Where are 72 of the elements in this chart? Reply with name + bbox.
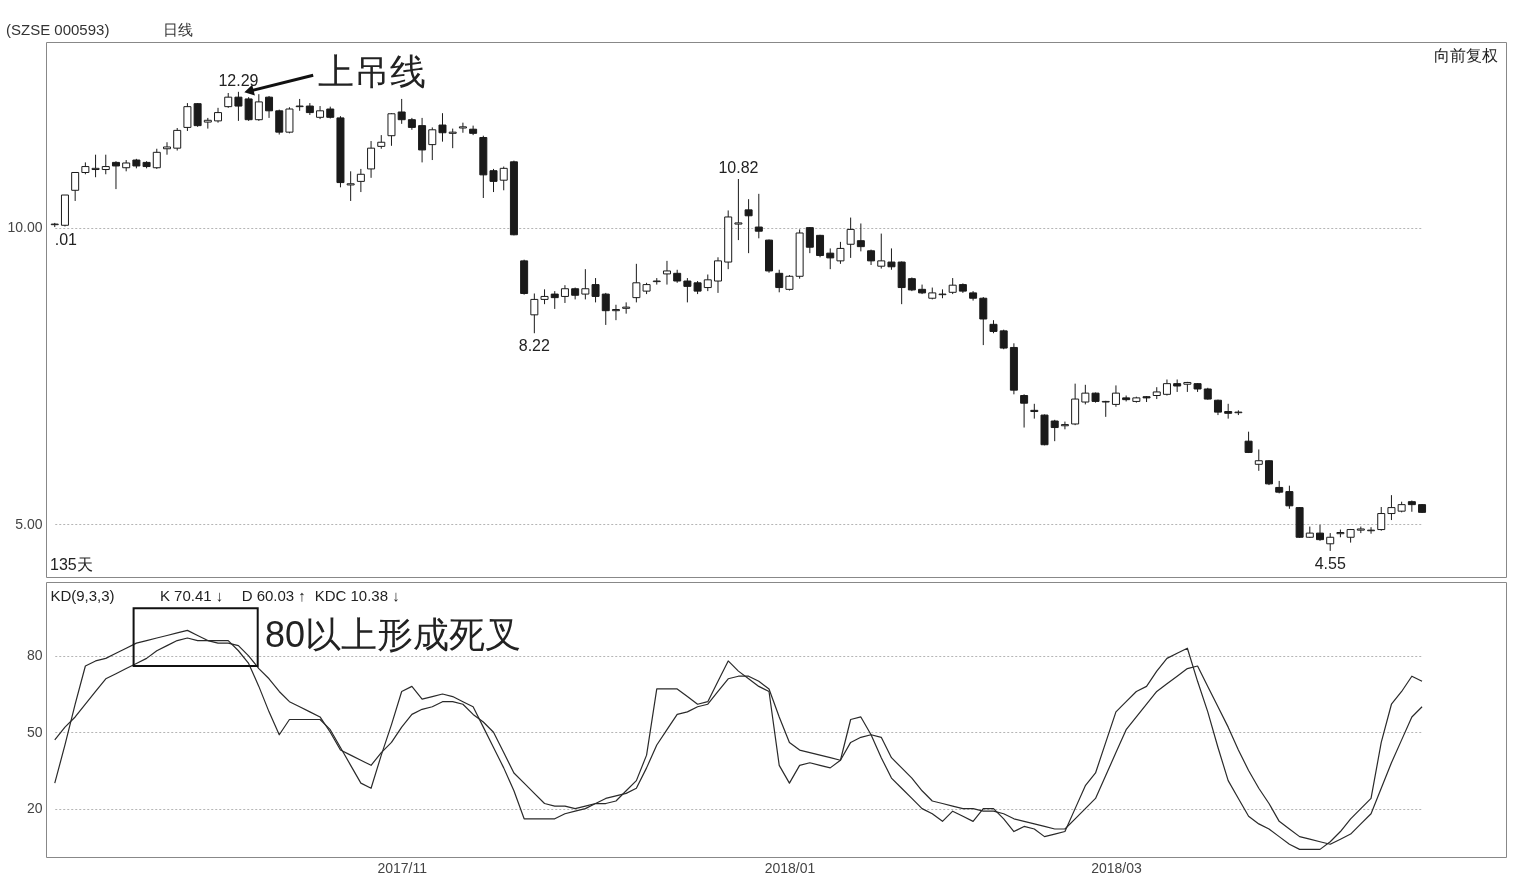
chart-title: (SZSE 000593) xyxy=(6,21,110,38)
candlestick xyxy=(856,223,865,252)
y-tick-label: 5.00 xyxy=(15,515,43,532)
candlestick xyxy=(530,292,539,334)
annotation: 4.55 xyxy=(1314,554,1346,572)
annotation: KDC 10.38 ↓ xyxy=(314,587,400,604)
candlestick xyxy=(489,168,498,193)
candlestick xyxy=(1265,459,1273,486)
candlestick xyxy=(367,140,376,179)
candlestick xyxy=(836,241,845,265)
candlestick xyxy=(438,112,447,143)
text: 向前复权 xyxy=(1434,47,1498,64)
candlestick xyxy=(1254,448,1263,472)
annotation: 上吊线 xyxy=(317,51,426,93)
candlestick xyxy=(397,98,406,125)
candlestick xyxy=(101,154,110,175)
candlestick xyxy=(744,198,753,254)
candlestick xyxy=(601,292,610,326)
y-tick-label: 10.00 xyxy=(7,219,43,236)
candlestick xyxy=(734,178,743,241)
candlestick xyxy=(1367,526,1376,535)
candlestick xyxy=(775,269,784,293)
x-tick-label: 2017/11 xyxy=(377,859,428,876)
annotation: 135天 xyxy=(50,556,93,573)
candlestick xyxy=(428,126,437,161)
candlestick xyxy=(846,217,855,259)
candlestick xyxy=(1377,506,1386,532)
candlestick xyxy=(71,171,80,202)
chart-subtitle: 日线 xyxy=(163,21,193,38)
candlestick xyxy=(1081,384,1090,405)
candlestick xyxy=(662,260,671,286)
annotation: 8.22 xyxy=(518,337,550,355)
candlestick xyxy=(458,122,467,134)
candlestick xyxy=(826,247,835,270)
candlestick xyxy=(805,226,814,254)
candlestick xyxy=(877,233,886,270)
candlestick xyxy=(254,93,263,122)
x-tick-label: 2018/01 xyxy=(764,859,816,876)
y-tick-label: 50 xyxy=(26,723,43,740)
candlestick xyxy=(448,128,457,149)
candlestick xyxy=(979,296,988,346)
candlestick xyxy=(499,166,508,191)
x-tick-label: 2018/03 xyxy=(1091,859,1142,876)
annotation: K 70.41 ↓ xyxy=(159,587,224,604)
candlestick xyxy=(265,95,274,119)
candlestick xyxy=(285,106,294,134)
y-tick-label: 80 xyxy=(26,647,43,664)
candlestick xyxy=(163,141,171,156)
annotation: 10.82 xyxy=(718,159,759,177)
annotation: 80以上形成死叉 xyxy=(265,613,522,655)
candlestick xyxy=(1060,421,1069,430)
annotation: D 60.03 ↑ xyxy=(241,587,306,604)
candlestick xyxy=(1285,485,1294,510)
candlestick xyxy=(275,109,284,136)
annotation: 12.29 xyxy=(218,71,259,89)
y-tick-label: 20 xyxy=(26,800,43,817)
candlestick xyxy=(356,168,365,193)
candlestick xyxy=(1020,393,1029,429)
candlestick xyxy=(173,127,182,152)
candlestick xyxy=(111,160,120,190)
candlestick xyxy=(346,170,355,202)
annotation: .01 xyxy=(54,231,78,249)
annotation: KD(9,3,3) xyxy=(50,587,115,604)
candlestick xyxy=(611,304,620,321)
candlestick xyxy=(754,193,763,239)
candlestick xyxy=(560,284,569,304)
candlestick xyxy=(387,112,396,147)
candlestick xyxy=(887,247,896,271)
candlestick xyxy=(1111,384,1120,408)
candlestick xyxy=(714,256,722,294)
candlestick xyxy=(152,148,161,170)
candlestick xyxy=(1316,524,1325,542)
